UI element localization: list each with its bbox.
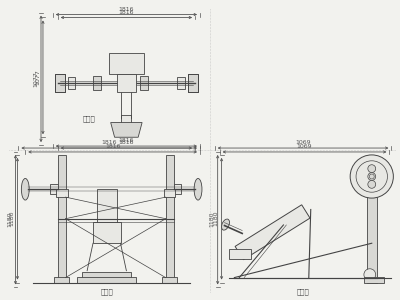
- Polygon shape: [111, 122, 142, 137]
- Bar: [97, 189, 116, 224]
- Bar: [116, 74, 136, 92]
- Ellipse shape: [222, 219, 230, 230]
- Bar: [364, 277, 384, 283]
- Text: 1816: 1816: [119, 7, 134, 12]
- Text: 1816: 1816: [102, 140, 117, 145]
- Text: 1077: 1077: [35, 70, 40, 85]
- Text: 1069: 1069: [295, 140, 311, 145]
- Text: 1816: 1816: [119, 10, 134, 15]
- Text: 1816: 1816: [119, 140, 134, 145]
- Circle shape: [364, 269, 376, 280]
- Bar: [58, 155, 66, 283]
- Bar: [120, 76, 133, 90]
- Text: 侧视图: 侧视图: [297, 288, 310, 295]
- Text: 俧视图: 俧视图: [82, 116, 95, 122]
- Bar: [166, 155, 174, 283]
- Bar: [54, 277, 70, 283]
- Circle shape: [368, 180, 376, 188]
- Ellipse shape: [194, 178, 202, 200]
- Text: 1816: 1816: [119, 138, 134, 143]
- Bar: [230, 249, 251, 259]
- Bar: [55, 74, 64, 92]
- Bar: [188, 74, 198, 92]
- Bar: [109, 53, 144, 74]
- Polygon shape: [235, 205, 310, 260]
- Bar: [164, 189, 176, 197]
- Bar: [367, 169, 377, 283]
- Bar: [55, 74, 64, 92]
- Bar: [50, 184, 58, 194]
- Bar: [56, 189, 68, 197]
- Bar: [68, 77, 75, 89]
- Text: 1180: 1180: [10, 211, 14, 226]
- Text: 1077: 1077: [33, 71, 38, 87]
- Bar: [188, 74, 198, 92]
- Bar: [82, 272, 131, 278]
- Bar: [140, 76, 148, 90]
- Bar: [93, 222, 120, 243]
- Circle shape: [350, 155, 393, 198]
- Bar: [178, 77, 185, 89]
- Text: 正视图: 正视图: [100, 288, 113, 295]
- Text: 1180: 1180: [210, 212, 215, 227]
- Bar: [77, 277, 136, 283]
- Text: 1180: 1180: [8, 212, 12, 227]
- Bar: [162, 277, 178, 283]
- Ellipse shape: [21, 178, 29, 200]
- Text: 1816: 1816: [105, 144, 120, 149]
- Circle shape: [368, 165, 376, 172]
- Circle shape: [369, 174, 374, 179]
- Bar: [93, 76, 101, 90]
- Bar: [122, 115, 131, 122]
- Bar: [174, 184, 181, 194]
- Text: 1069: 1069: [297, 144, 312, 149]
- Circle shape: [368, 172, 376, 180]
- Text: 1180: 1180: [214, 211, 219, 226]
